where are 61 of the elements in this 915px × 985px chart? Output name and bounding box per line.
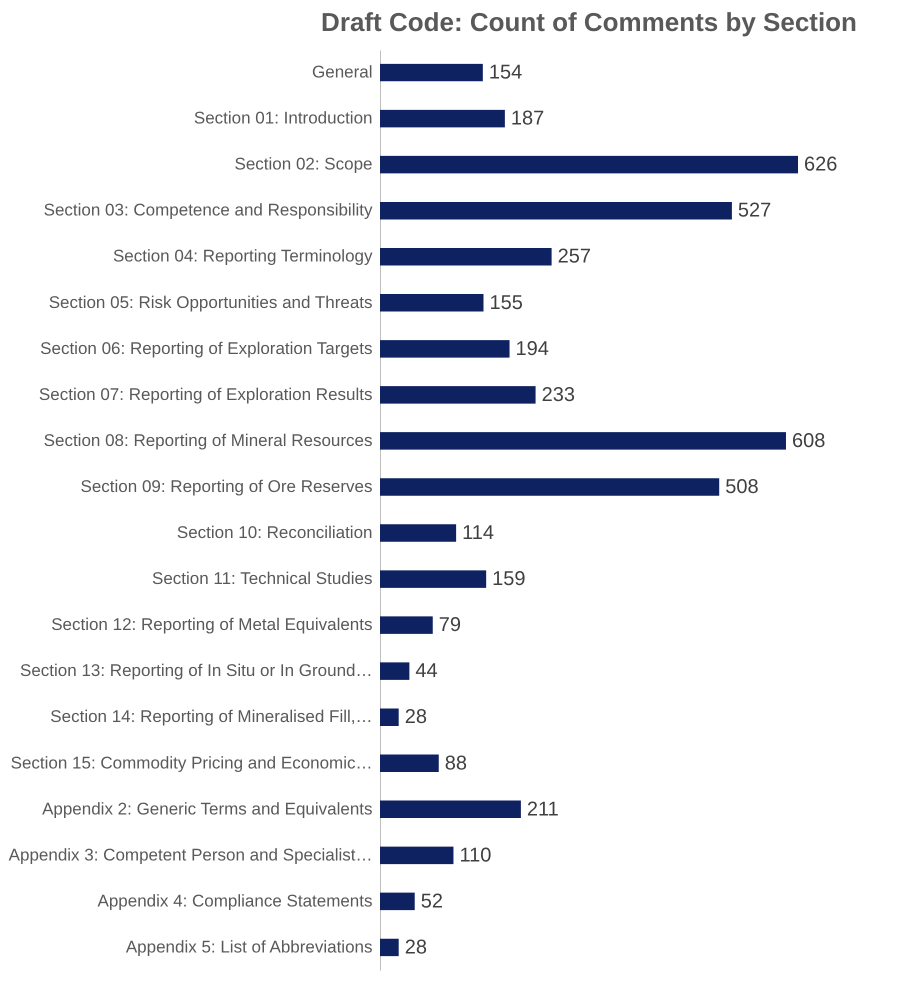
data-label: 211 [526,798,559,820]
bar [380,386,536,404]
y-tick-label: Section 05: Risk Opportunities and Threats [48,292,372,312]
bar [380,432,786,450]
y-tick-label: Appendix 3: Competent Person and Specialist… [8,845,372,864]
data-label: 88 [444,752,468,774]
y-tick-label: Section 08: Reporting of Mineral Resources [44,430,372,450]
y-tick-label: Section 07: Reporting of Exploration Results [38,384,372,404]
chart-title: Draft Code: Count of Comments by Section [321,7,857,37]
data-label: 626 [804,154,838,176]
y-tick-label: Section 02: Scope [234,154,372,174]
bar [380,64,483,82]
data-label: 608 [792,430,826,452]
bar [380,524,456,542]
y-tick-label: Section 14: Reporting of Mineralised Fill,… [50,707,372,726]
y-tick-label: Appendix 2: Generic Terms and Equivalents [42,799,372,818]
data-label: 508 [725,476,759,498]
bar [380,846,454,864]
y-tick-label: Section 01: Introduction [194,108,372,128]
bar [380,248,552,266]
y-tick-label: Section 13: Reporting of In Situ or In Ground… [20,661,372,680]
bar [380,892,415,910]
bar [380,616,433,634]
y-tick-label: Section 04: Reporting Terminology [112,246,373,266]
y-tick-label: Section 09: Reporting of Ore Reserves [80,476,372,496]
data-label: 44 [415,660,438,682]
data-label: 155 [490,292,523,314]
data-label: 187 [510,108,544,130]
bar [380,754,439,772]
data-label: 28 [404,706,427,728]
data-label: 28 [404,936,427,958]
bar [380,294,484,312]
data-label: 79 [438,614,461,636]
data-label: 257 [558,246,591,268]
bar [380,662,410,680]
bar [380,202,732,220]
bar [380,110,505,128]
y-tick-label: Section 11: Technical Studies [152,569,372,588]
y-tick-label: General [312,62,372,82]
data-label: 154 [488,62,522,84]
data-label: 527 [738,200,772,222]
y-tick-label: Appendix 5: List of Abbreviations [126,937,372,956]
bar [380,570,486,588]
y-tick-label: Section 15: Commodity Pricing and Economic… [10,753,372,772]
y-tick-label: Section 03: Competence and Responsibility [44,200,373,220]
y-tick-label: Appendix 4: Compliance Statements [98,891,372,910]
bar [380,800,521,818]
data-label: 52 [420,890,443,912]
y-tick-label: Section 10: Reconciliation [176,523,372,542]
bar [380,156,798,174]
data-label: 114 [462,522,494,544]
bar [380,340,510,358]
y-tick-label: Section 06: Reporting of Exploration Targets [40,338,372,358]
data-label: 233 [542,384,575,406]
bar [380,938,399,956]
bar [380,708,399,726]
data-label: 110 [459,844,492,866]
bar [380,478,720,496]
data-label: 159 [492,568,526,590]
data-label: 194 [516,338,549,360]
y-tick-label: Section 12: Reporting of Metal Equivalents [51,615,372,634]
